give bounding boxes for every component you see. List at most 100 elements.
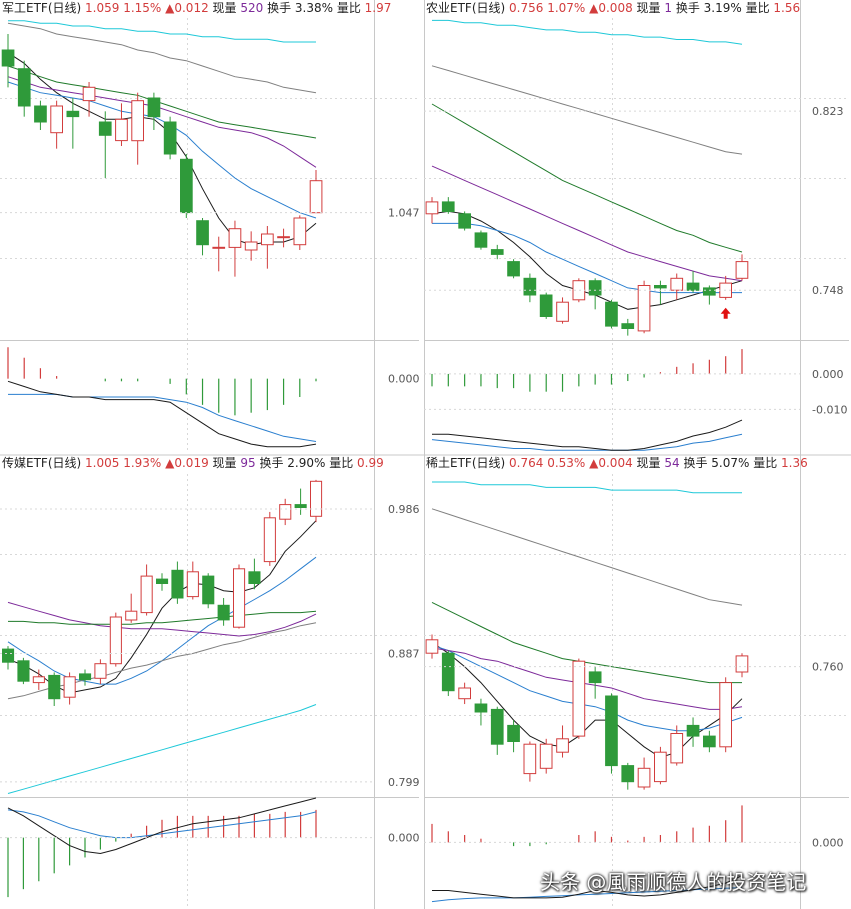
candle-4 xyxy=(474,230,488,250)
candle-11 xyxy=(163,116,177,160)
candle-body xyxy=(186,571,199,598)
candle-13 xyxy=(196,218,209,256)
candle-21 xyxy=(310,479,323,523)
price-axis-label-2: 0.887 xyxy=(388,647,420,660)
price-axis-label-1: 0.986 xyxy=(388,503,420,516)
candle-4 xyxy=(474,698,488,726)
candle-20 xyxy=(309,170,323,214)
volume-ratio-label: 量比 xyxy=(333,1,361,15)
candle-body xyxy=(539,294,553,317)
volume-label: 现量 xyxy=(633,456,661,470)
candle-body xyxy=(2,648,15,663)
candle-body xyxy=(66,110,80,118)
candle-2 xyxy=(17,60,31,117)
candle-body xyxy=(719,682,732,748)
macd-dea-line xyxy=(7,809,317,839)
macd-dif-line xyxy=(432,875,743,899)
change-amount: ▲0.008 xyxy=(585,1,632,15)
candle-11 xyxy=(588,666,602,699)
candle-12 xyxy=(605,693,618,774)
ma-line-6 xyxy=(432,19,743,45)
candle-body xyxy=(458,213,471,229)
volume-label: 现量 xyxy=(209,1,237,15)
candle-6 xyxy=(507,720,520,753)
candle-body xyxy=(686,724,700,737)
candle-5 xyxy=(490,706,504,755)
candle-17 xyxy=(261,226,274,269)
ma-line-5 xyxy=(7,22,317,94)
candle-9 xyxy=(125,593,138,623)
candle-2 xyxy=(17,657,30,685)
candle-body xyxy=(233,568,246,628)
candle-19 xyxy=(293,215,307,250)
volume-ratio-label: 量比 xyxy=(749,456,777,470)
candle-7 xyxy=(98,111,112,178)
candle-body xyxy=(703,735,716,748)
candle-8 xyxy=(539,292,553,319)
candle-18 xyxy=(703,730,716,753)
candle-body xyxy=(654,285,667,289)
candle-body xyxy=(82,86,96,102)
candle-body xyxy=(32,676,45,684)
macd-dea-line xyxy=(8,393,317,442)
etf-name: 军工ETF xyxy=(2,1,48,15)
candle-body xyxy=(474,703,488,713)
candle-body xyxy=(588,671,602,684)
last-price: 1.059 xyxy=(81,1,119,15)
candle-2 xyxy=(441,197,455,214)
candle-body xyxy=(539,743,553,769)
candle-body xyxy=(523,743,537,775)
volume-ratio-value: 1.97 xyxy=(361,1,392,15)
candle-body xyxy=(621,765,635,783)
candle-body xyxy=(1,49,15,67)
candle-18 xyxy=(277,228,290,248)
candle-9 xyxy=(556,297,569,324)
macd-dif-line xyxy=(7,380,317,448)
ma-line-4 xyxy=(431,103,743,253)
change-percent: 1.93% xyxy=(119,456,161,470)
candle-10 xyxy=(140,564,153,616)
panel-title: 军工ETF(日线) 1.059 1.15% ▲0.012 现量 520 换手 3… xyxy=(2,1,391,15)
macd-axis-label-2: -0.010 xyxy=(812,403,847,416)
volume-value: 520 xyxy=(237,1,264,15)
panel-3: 0.986 0.887 0.799 0.000 传媒ETF(日线) 1.005 1.93… xyxy=(0,455,420,909)
candle-5 xyxy=(63,672,76,705)
candle-17 xyxy=(248,558,261,590)
etf-name: 稀土ETF xyxy=(426,456,472,470)
last-price: 1.005 xyxy=(81,456,119,470)
ma-line-5 xyxy=(431,65,743,155)
candle-6 xyxy=(79,669,92,686)
candle-body xyxy=(507,261,520,277)
watermark-text: 头条 @風雨顺德人的投资笔记 xyxy=(540,870,807,894)
candle-body xyxy=(261,233,274,246)
candle-body xyxy=(63,676,76,698)
last-price: 0.764 xyxy=(505,456,543,470)
candle-body xyxy=(277,236,290,239)
buy-signal-arrow-icon xyxy=(720,307,731,319)
turnover-label: 换手 xyxy=(672,1,700,15)
candle-body xyxy=(670,733,684,764)
ma-line-1 xyxy=(431,210,743,310)
turnover-value: 3.19% xyxy=(700,1,742,15)
candle-body xyxy=(735,655,749,673)
macd-axis-label-1: 0.000 xyxy=(388,832,420,845)
candle-2 xyxy=(441,650,455,697)
candle-17 xyxy=(686,717,700,747)
candle-4 xyxy=(50,100,63,149)
candle-body xyxy=(34,105,47,123)
panel-gridlines xyxy=(0,18,419,452)
ma-line-2 xyxy=(7,81,317,219)
candle-body xyxy=(147,97,161,118)
change-amount: ▲0.012 xyxy=(161,1,208,15)
last-price: 0.756 xyxy=(505,1,543,15)
candle-body xyxy=(556,738,569,753)
candle-body xyxy=(458,687,471,700)
candle-body xyxy=(670,277,684,291)
candle-body xyxy=(686,282,700,291)
candle-16 xyxy=(670,725,684,766)
candle-10 xyxy=(572,658,586,739)
candle-body xyxy=(490,708,504,745)
turnover-value: 3.38% xyxy=(291,1,333,15)
candle-8 xyxy=(115,103,128,146)
